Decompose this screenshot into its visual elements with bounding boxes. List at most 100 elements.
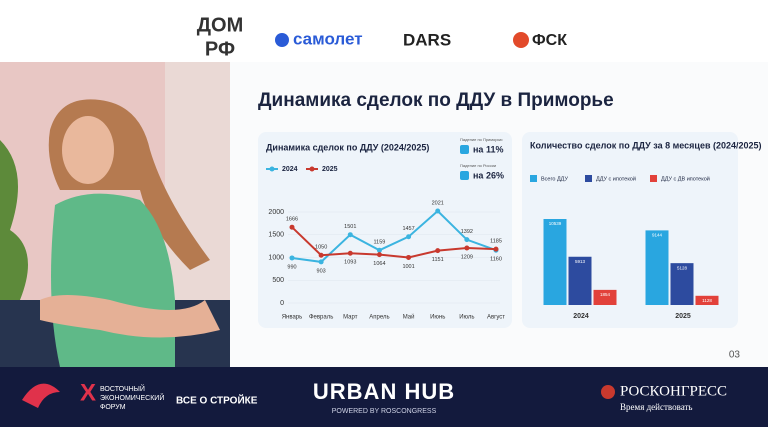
point: [347, 232, 353, 238]
legend-label: 2024: [282, 166, 298, 173]
y-tick-label: 0: [280, 300, 284, 307]
value-label: 1001: [402, 264, 414, 270]
bar-chart: Количество сделок по ДДУ за 8 месяцев (2…: [530, 140, 762, 320]
powered-by: POWERED BY ROSCONGRESS: [332, 408, 437, 415]
forum-mark: X: [80, 379, 96, 406]
forum-name: ВОСТОЧНЫЙ: [100, 384, 145, 393]
x-tick-label: Июль: [459, 315, 474, 321]
x-tick-label: Август: [487, 315, 505, 321]
point: [289, 224, 295, 230]
logo-icon: [275, 33, 289, 47]
arms: [40, 295, 220, 338]
face: [62, 116, 114, 184]
bar: [568, 256, 592, 305]
logo-samolet: самолет: [293, 29, 363, 48]
logo-strip: [0, 0, 768, 62]
x-tick-label: 2024: [573, 313, 589, 320]
point: [435, 248, 441, 254]
legend-label: Всего ДДУ: [541, 176, 568, 182]
legend-swatch: [269, 166, 275, 172]
forum-name: ФОРУМ: [100, 404, 126, 411]
card: [258, 132, 512, 328]
x-tick-label: Май: [403, 314, 415, 321]
roscongress: РОСКОНГРЕСС: [620, 383, 727, 399]
x-tick-label: Июнь: [430, 315, 445, 321]
point: [347, 250, 353, 256]
x-tick-label: Февраль: [309, 315, 333, 321]
value-label: 1666: [286, 217, 298, 223]
value-label: 5128: [677, 265, 688, 270]
x-tick-label: Январь: [282, 315, 303, 321]
chart-title: Динамика сделок по ДДУ (2024/2025): [266, 142, 429, 152]
forum-logo: [22, 383, 60, 408]
value-label: 5913: [575, 259, 586, 264]
point: [406, 254, 412, 260]
page-number: 03: [729, 350, 741, 361]
y-tick-label: 1500: [268, 232, 284, 239]
point: [318, 259, 324, 265]
point: [376, 252, 382, 258]
forum-name: ЭКОНОМИЧЕСКИЙ: [100, 393, 164, 402]
value-label: 1050: [315, 245, 327, 251]
annotation-text: на 26%: [473, 170, 504, 180]
slogan: Время действовать: [620, 402, 693, 412]
y-tick-label: 1000: [268, 254, 284, 261]
legend-label: ДДУ с ипотекой: [596, 175, 636, 182]
value-label: 1209: [461, 254, 473, 260]
value-label: 990: [287, 264, 296, 270]
urban-hub: URBAN HUB: [313, 379, 455, 404]
annotation-label: Падение по Приморью: [460, 137, 503, 142]
bar: [543, 219, 567, 305]
logo-rf: РФ: [205, 38, 235, 60]
logo-dom: ДОМ: [197, 14, 243, 36]
value-label: 1128: [702, 298, 712, 303]
plant: [0, 140, 28, 300]
value-label: 10539: [549, 221, 562, 226]
y-tick-label: 2000: [268, 209, 284, 216]
point: [318, 252, 324, 258]
bar: [670, 263, 694, 305]
point: [376, 247, 382, 253]
annotation-icon: [460, 171, 469, 180]
annotation-text: на 11%: [473, 144, 503, 154]
x-tick-label: Март: [343, 315, 358, 321]
line: [291, 226, 497, 259]
x-tick-label: Апрель: [369, 315, 389, 321]
logo-fsk: ФСК: [532, 32, 567, 49]
point: [406, 234, 412, 240]
logo-icon: [513, 32, 529, 48]
chart-title: Количество сделок по ДДУ за 8 месяцев (2…: [530, 140, 762, 150]
legend-swatch: [650, 175, 657, 182]
point: [289, 255, 295, 261]
line: [291, 209, 497, 263]
point: [464, 237, 470, 243]
legend-label: ДДУ с ДВ ипотекой: [661, 175, 710, 182]
roscongress-icon: [601, 385, 615, 399]
y-tick-label: 500: [272, 277, 284, 284]
value-label: 1501: [344, 224, 356, 230]
value-label: 2021: [432, 200, 444, 206]
point: [435, 208, 441, 214]
vse-o-stroyke: ВСЕ О СТРОЙКЕ: [176, 394, 258, 407]
annotation-icon: [460, 145, 469, 154]
slide-title: Динамика сделок по ДДУ в Приморье: [258, 90, 614, 111]
footer: [0, 367, 768, 427]
value-label: 1392: [461, 229, 473, 235]
value-label: 9144: [652, 233, 663, 238]
value-label: 1159: [374, 240, 386, 246]
bar: [695, 295, 719, 305]
legend-label: 2025: [322, 166, 338, 173]
annotation-label: Падение по России: [460, 163, 496, 168]
legend-swatch: [530, 175, 537, 182]
value-label: 1160: [490, 257, 502, 263]
value-label: 1854: [600, 292, 611, 297]
value-label: 1093: [344, 260, 356, 266]
line-chart: Динамика сделок по ДДУ (2024/2025) Падени…: [266, 137, 505, 321]
value-label: 1185: [490, 239, 502, 245]
point: [493, 246, 499, 252]
bar: [593, 289, 617, 305]
logo-dars: DARS: [403, 30, 451, 49]
value-label: 1064: [373, 261, 385, 267]
legend-swatch: [585, 175, 592, 182]
